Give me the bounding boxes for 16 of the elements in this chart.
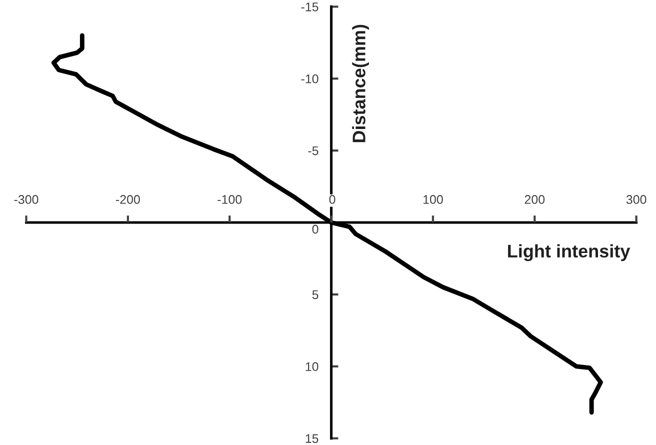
x-tick-label: 0 bbox=[329, 195, 336, 204]
x-tick-label: 100 bbox=[423, 195, 443, 204]
y-tick-label: -15 bbox=[301, 2, 318, 12]
y-tick-label: 0 bbox=[312, 224, 318, 234]
x-tick-label: 200 bbox=[524, 195, 545, 204]
y-axis-title: Distance(mm) bbox=[352, 24, 369, 142]
y-tick-label: 10 bbox=[306, 362, 318, 372]
y-tick-label: 5 bbox=[312, 290, 318, 300]
y-tick-label: 15 bbox=[306, 434, 318, 443]
x-tick-label: 300 bbox=[626, 195, 646, 204]
y-tick-label: -10 bbox=[301, 74, 318, 84]
x-tick-label: -300 bbox=[14, 195, 38, 204]
y-tick-label: -5 bbox=[308, 146, 318, 156]
x-tick-label: -200 bbox=[116, 195, 140, 204]
x-tick-label: -100 bbox=[218, 195, 242, 204]
x-axis-title: Light intensity bbox=[508, 244, 630, 262]
